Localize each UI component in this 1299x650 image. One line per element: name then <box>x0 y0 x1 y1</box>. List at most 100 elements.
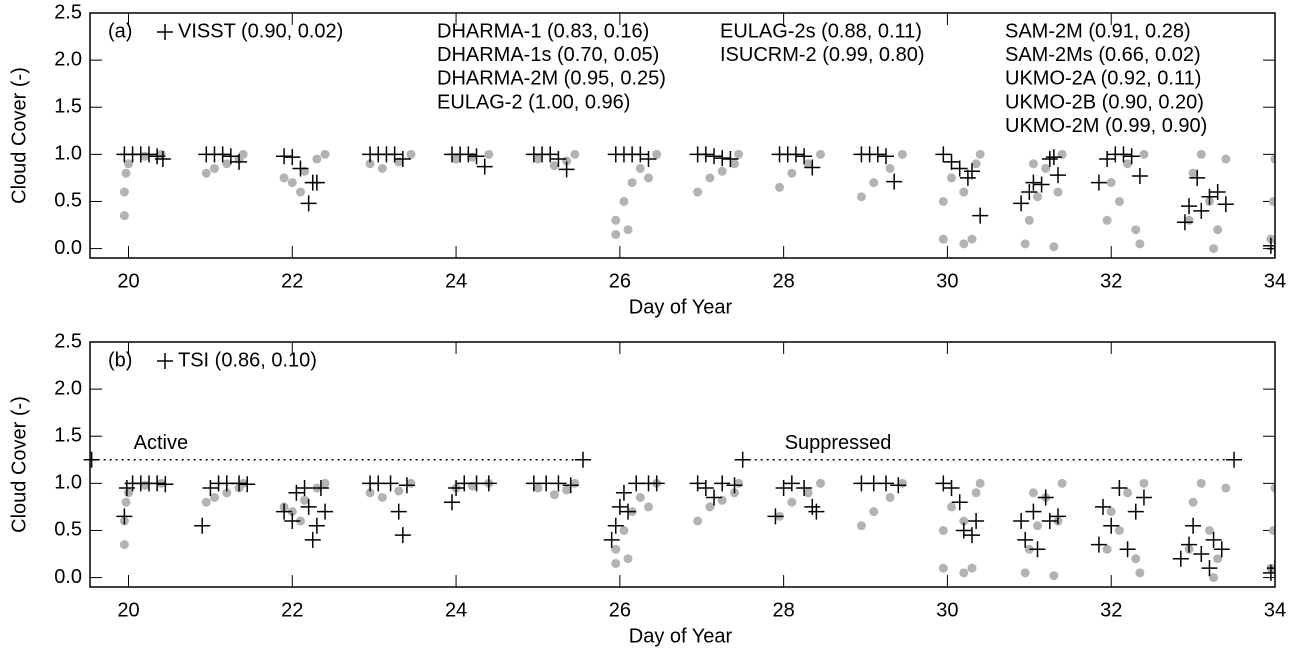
model-point <box>1196 149 1206 159</box>
plus-point <box>562 477 579 494</box>
panel-label: (a) <box>108 20 132 42</box>
model-point <box>1209 573 1219 583</box>
model-point <box>1135 568 1145 578</box>
plus-point <box>1090 174 1107 191</box>
model-point <box>300 495 310 505</box>
model-point <box>570 149 580 159</box>
legend-label: TSI (0.86, 0.10) <box>178 349 317 371</box>
model-point <box>156 149 166 159</box>
annotation: DHARMA-2M (0.95, 0.25) <box>437 68 666 90</box>
plus-point <box>304 531 321 548</box>
legend-marker <box>157 24 173 40</box>
plus-point <box>648 475 665 492</box>
model-point <box>320 149 330 159</box>
model-point <box>734 478 744 488</box>
model-point <box>1041 163 1051 173</box>
plus-point <box>804 159 821 176</box>
plus-point <box>1017 531 1034 548</box>
y-tick-label: 1.5 <box>54 425 82 447</box>
model-point <box>1049 242 1059 252</box>
x-tick-label: 22 <box>281 270 303 292</box>
plot-frame <box>89 12 1276 259</box>
model-point <box>287 507 297 517</box>
plus-point <box>1049 167 1066 184</box>
model-point <box>1131 225 1141 235</box>
model-point <box>1184 215 1194 225</box>
plus-point <box>607 517 624 534</box>
plus-point <box>796 148 813 165</box>
model-point <box>1213 225 1223 235</box>
model-point <box>619 525 629 535</box>
model-point <box>734 149 744 159</box>
x-axis-label: Day of Year <box>629 625 733 647</box>
plus-point <box>214 146 231 163</box>
model-point <box>815 478 825 488</box>
x-tick-label: 30 <box>936 270 958 292</box>
model-point <box>312 154 322 164</box>
y-tick-label: 1.5 <box>54 96 82 118</box>
model-point <box>1106 507 1116 517</box>
legend-label: VISST (0.90, 0.02) <box>178 20 343 42</box>
model-point <box>938 525 948 535</box>
model-point <box>705 502 715 512</box>
model-point <box>1033 192 1043 202</box>
model-point <box>394 486 404 496</box>
plus-point <box>1181 198 1198 215</box>
model-point <box>611 558 621 568</box>
plus-point <box>1172 550 1189 567</box>
plus-point <box>963 527 980 544</box>
model-point <box>611 215 621 225</box>
plus-point <box>1262 564 1275 581</box>
model-point <box>611 229 621 239</box>
plus-point <box>804 498 821 515</box>
plus-point <box>1135 489 1152 506</box>
model-point <box>1268 525 1275 535</box>
plus-point <box>448 480 465 497</box>
model-point <box>549 161 559 171</box>
y-tick-label: 0.0 <box>54 237 82 259</box>
model-point <box>971 488 981 498</box>
model-point <box>869 178 879 188</box>
x-tick-label: 32 <box>1100 599 1122 621</box>
model-point <box>140 480 150 490</box>
plus-point <box>963 163 980 180</box>
model-point <box>238 149 248 159</box>
model-point <box>1033 521 1043 531</box>
model-point <box>121 168 131 178</box>
panel: 0.0 0.5 1.0 1.5 2.0 2.5 20 22 24 26 28 30 32 34 Day of… <box>8 1 1286 318</box>
plus-point <box>468 148 485 165</box>
plus-point <box>1213 541 1230 558</box>
regime-label: Active <box>134 432 188 454</box>
model-point <box>119 540 129 550</box>
plus-point <box>1217 196 1234 213</box>
plus-point <box>308 174 325 191</box>
plus-point <box>697 146 714 163</box>
plus-point <box>231 153 248 170</box>
plus-point <box>1193 546 1210 563</box>
model-point <box>717 166 727 176</box>
model-point <box>1102 215 1112 225</box>
model-point <box>209 163 219 173</box>
x-tick-label: 20 <box>117 270 139 292</box>
plus-point <box>460 146 477 163</box>
plus-point <box>1267 240 1275 257</box>
plus-point <box>202 480 219 497</box>
plus-point <box>1045 149 1062 166</box>
model-point <box>627 178 637 188</box>
x-tick-label: 26 <box>609 270 631 292</box>
plus-point <box>1095 498 1112 515</box>
model-point <box>623 554 633 564</box>
model-point <box>533 154 543 164</box>
plus-point <box>149 475 166 492</box>
annotation: UKMO-2A (0.92, 0.11) <box>1005 68 1201 90</box>
model-point <box>803 488 813 498</box>
legend-marker <box>157 353 173 369</box>
panel-label: (b) <box>108 349 132 371</box>
model-point <box>1020 568 1030 578</box>
plus-point <box>943 480 960 497</box>
plus-point <box>288 484 305 501</box>
model-point <box>1131 554 1141 564</box>
plus-point <box>1041 513 1058 530</box>
model-point <box>775 182 785 192</box>
